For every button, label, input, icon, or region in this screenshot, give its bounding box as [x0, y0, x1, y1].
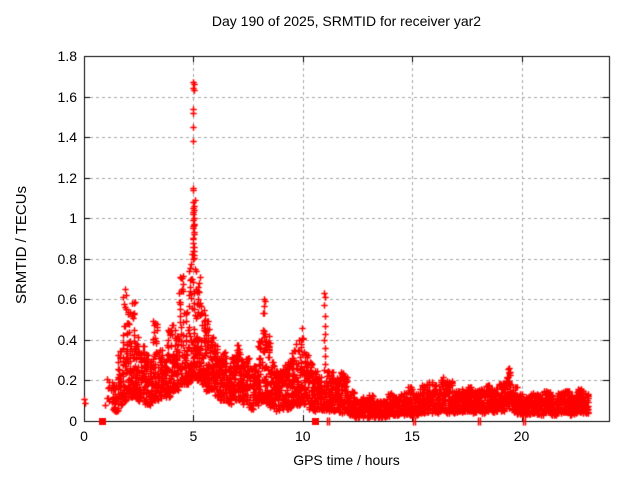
x-tick-label: 15 — [404, 428, 420, 444]
x-tick-label: 10 — [294, 428, 311, 444]
y-tick-label: 1.8 — [57, 48, 77, 64]
x-axis-label: GPS time / hours — [293, 452, 400, 468]
chart-title: Day 190 of 2025, SRMTID for receiver yar… — [211, 13, 482, 29]
y-tick-label: 1 — [69, 210, 77, 227]
y-tick-label: 1.6 — [57, 88, 77, 105]
x-tick-label: 5 — [189, 428, 198, 444]
y-tick-label: 0.6 — [57, 291, 77, 308]
y-tick-label: 0.8 — [57, 250, 77, 267]
y-tick-label: 0 — [69, 413, 77, 429]
x-tick-label: 0 — [80, 428, 88, 444]
y-tick-label: 0.4 — [57, 331, 77, 348]
x-tick-label: 20 — [513, 428, 530, 444]
y-tick-label: 1.2 — [57, 169, 77, 186]
y-tick-label: 1.4 — [57, 129, 77, 146]
y-axis-label: SRMTID / TECUs — [13, 185, 30, 305]
y-tick-label: 0.2 — [57, 372, 77, 389]
